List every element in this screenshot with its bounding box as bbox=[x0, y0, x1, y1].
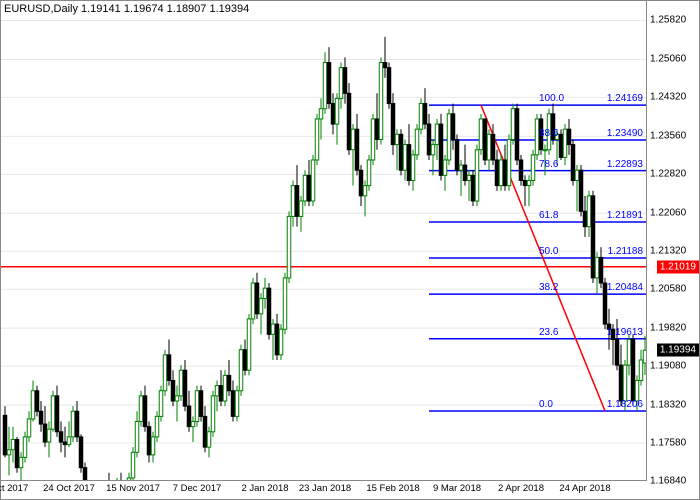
plot-area[interactable]: 100.0 1.24169 88.6 1.23490 78.6 1.22893 61.8 1.… bbox=[1, 1, 647, 481]
symbol-header: EURUSD,Daily 1.19141 1.19674 1.18907 1.1… bbox=[4, 3, 249, 15]
fib-level-pct: 50.0 bbox=[539, 246, 599, 257]
fib-level-pct: 23.6 bbox=[539, 327, 599, 338]
fib-level-pct: 61.8 bbox=[539, 210, 599, 221]
x-tick-label: 2 Jan 2018 bbox=[241, 483, 288, 494]
y-tick-label: 1.17580 bbox=[650, 438, 686, 449]
y-tick-label: 1.22060 bbox=[650, 208, 686, 219]
y-tick-label: 1.25820 bbox=[650, 15, 686, 26]
fib-level-pct: 0.0 bbox=[539, 399, 599, 410]
fib-level-price: 1.23490 bbox=[607, 128, 643, 139]
fib-level-pct: 78.6 bbox=[539, 159, 599, 170]
y-tick-label: 1.18320 bbox=[650, 400, 686, 411]
y-tick-label: 1.23560 bbox=[650, 131, 686, 142]
x-tick-label: 2 Oct 2017 bbox=[0, 483, 28, 494]
y-tick-label: 1.21320 bbox=[650, 246, 686, 257]
fib-level-price: 1.20484 bbox=[607, 282, 643, 293]
fib-level-pct: 100.0 bbox=[539, 93, 599, 104]
price-flag-red: 1.21019 bbox=[657, 260, 699, 273]
fib-level-price: 1.18206 bbox=[607, 399, 643, 410]
x-tick-label: 23 Jan 2018 bbox=[299, 483, 351, 494]
price-flag-current: 1.19394 bbox=[657, 344, 699, 357]
y-tick-label: 1.19080 bbox=[650, 361, 686, 372]
x-axis: 2 Oct 2017 24 Oct 2017 15 Nov 2017 7 Dec 20… bbox=[1, 480, 647, 499]
x-tick-label: 9 Mar 2018 bbox=[433, 483, 481, 494]
fib-level-price: 1.21891 bbox=[607, 210, 643, 221]
fib-level-pct: 38.2 bbox=[539, 282, 599, 293]
x-tick-label: 24 Oct 2017 bbox=[43, 483, 95, 494]
y-tick-label: 1.20580 bbox=[650, 284, 686, 295]
fib-level-pct: 88.6 bbox=[539, 128, 599, 139]
chart-window: EURUSD,Daily 1.19141 1.19674 1.18907 1.1… bbox=[0, 0, 700, 500]
y-tick-label: 1.22820 bbox=[650, 169, 686, 180]
x-tick-label: 24 Apr 2018 bbox=[559, 483, 610, 494]
fib-level-price: 1.24169 bbox=[607, 93, 643, 104]
x-tick-label: 7 Dec 2017 bbox=[173, 483, 222, 494]
y-tick-label: 1.24320 bbox=[650, 92, 686, 103]
y-axis: 1.25820 1.25060 1.24320 1.23560 1.22820 1.220… bbox=[646, 1, 699, 481]
fib-level-price: 1.21188 bbox=[608, 246, 643, 257]
fib-level-price: 1.19613 bbox=[607, 327, 643, 338]
fib-level-price: 1.22893 bbox=[607, 159, 643, 170]
y-tick-label: 1.25060 bbox=[650, 54, 686, 65]
y-tick-label: 1.16840 bbox=[650, 476, 686, 487]
x-tick-label: 2 Apr 2018 bbox=[498, 483, 544, 494]
x-tick-label: 15 Nov 2017 bbox=[106, 483, 160, 494]
x-tick-label: 15 Feb 2018 bbox=[366, 483, 419, 494]
y-tick-label: 1.19820 bbox=[650, 323, 686, 334]
